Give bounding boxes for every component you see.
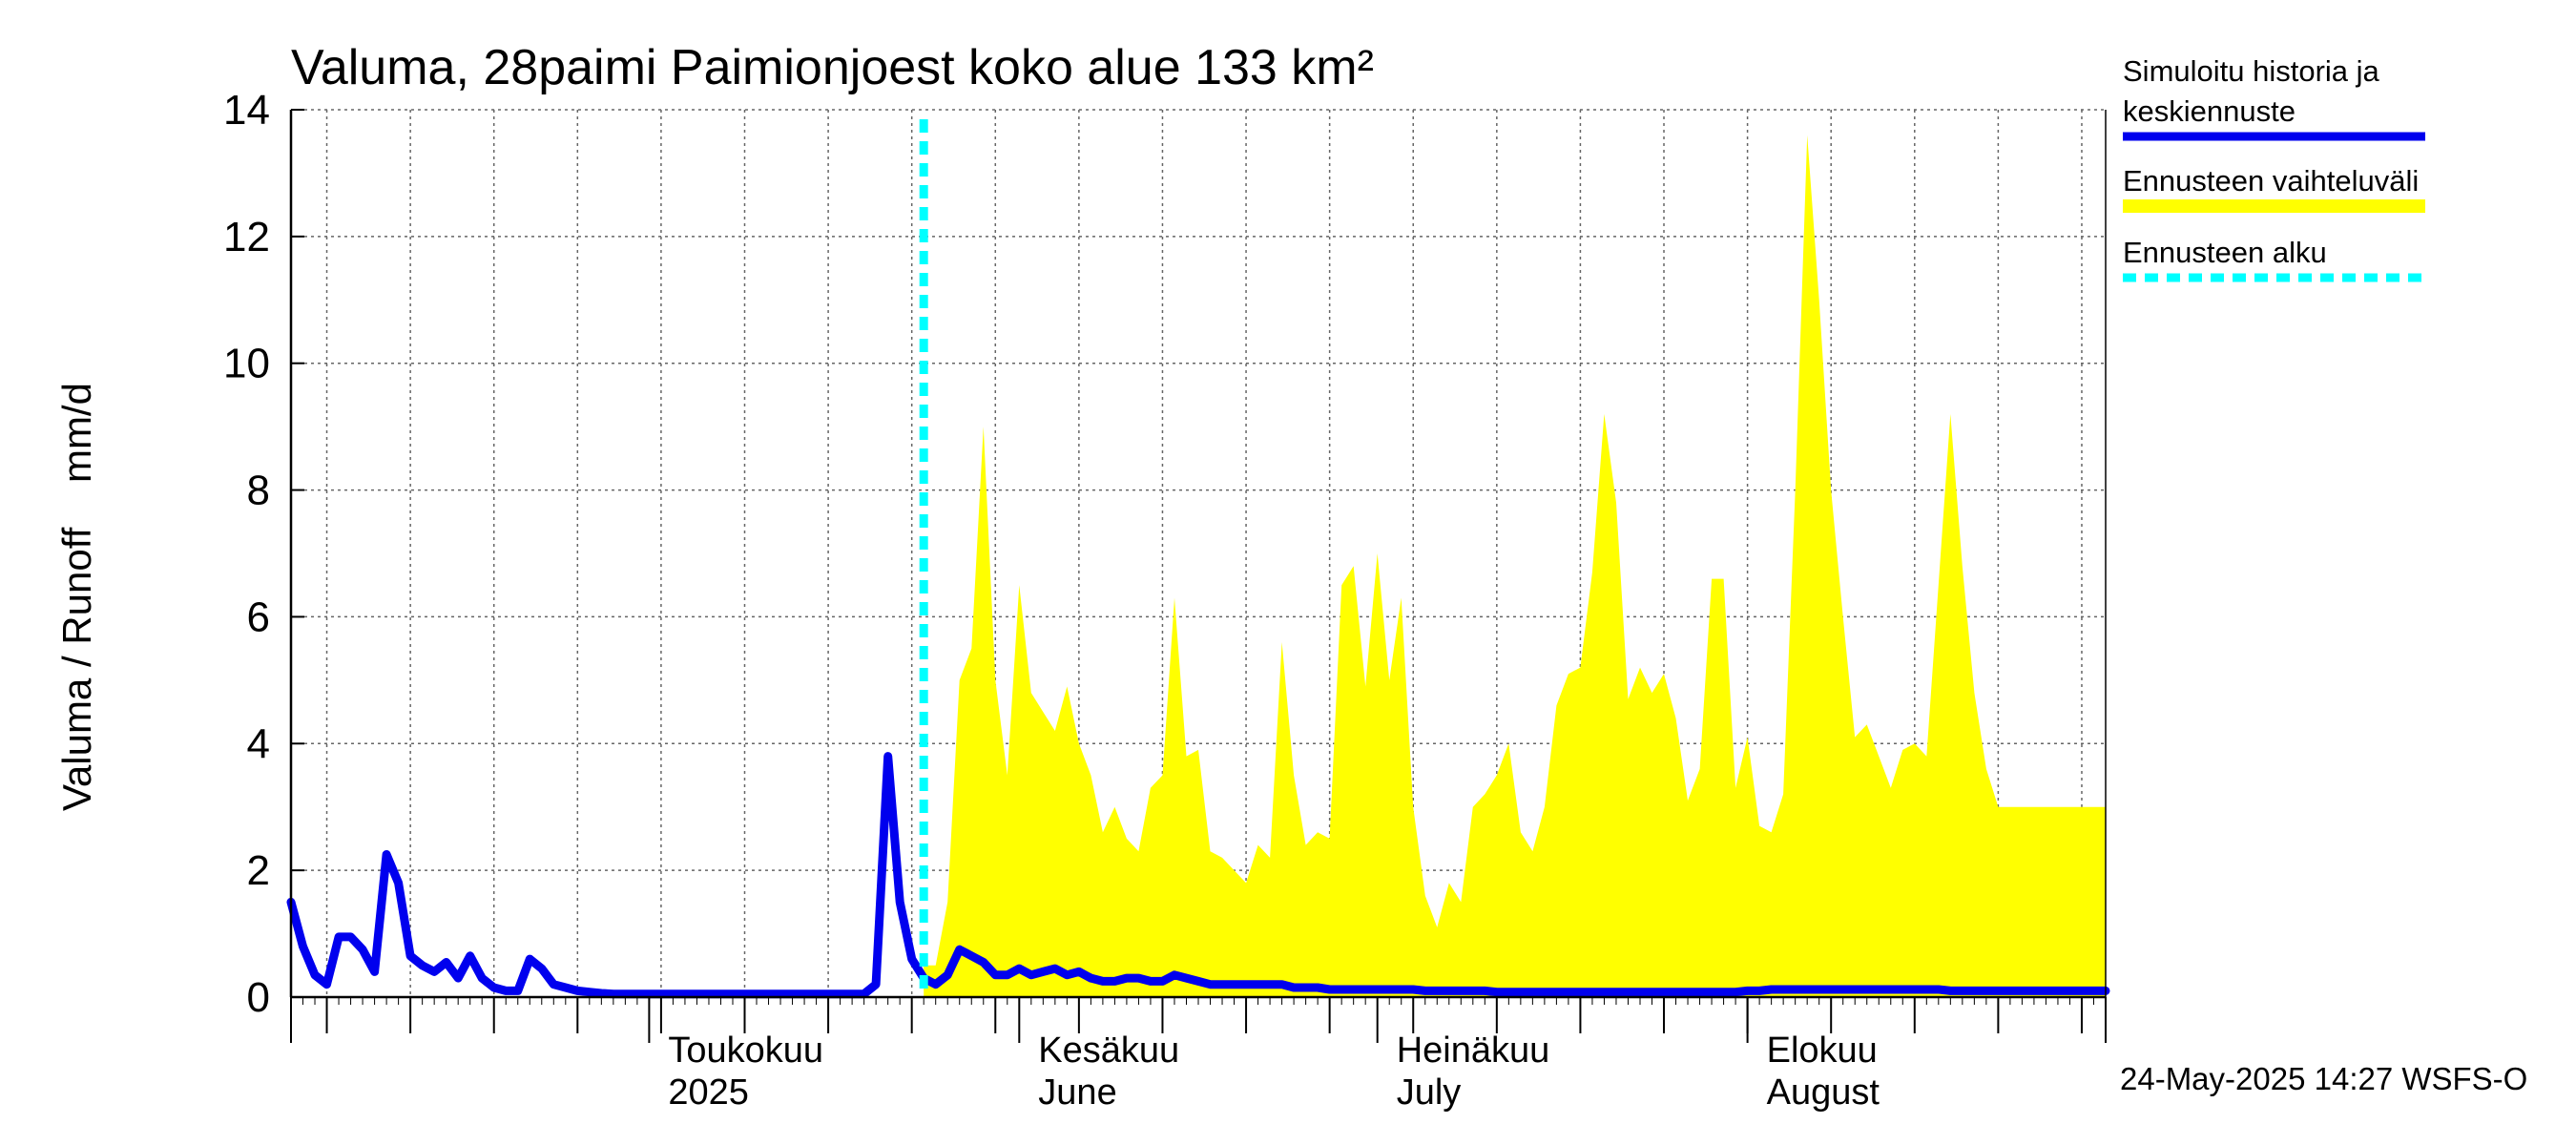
x-month-label: Kesäkuu [1038, 1030, 1179, 1071]
x-month-sublabel: June [1038, 1072, 1116, 1113]
x-month-sublabel: 2025 [668, 1072, 749, 1113]
forecast-range-area [924, 135, 2107, 998]
x-month-label: Toukokuu [668, 1030, 823, 1071]
legend-label-simulated-1: Simuloitu historia ja [2123, 54, 2380, 88]
legend-label-simulated-2: keskiennuste [2123, 94, 2296, 128]
legend-label-range: Ennusteen vaihteluväli [2123, 164, 2419, 198]
footer-timestamp: 24-May-2025 14:27 WSFS-O [2120, 1061, 2527, 1096]
simulated-runoff-line [286, 752, 2110, 999]
y-tick-label: 0 [247, 974, 270, 1021]
y-axis-label: Valuma / Runoff mm/d [54, 383, 99, 811]
y-tick-label: 8 [247, 468, 270, 514]
y-tick-label: 4 [247, 720, 270, 767]
y-tick-label: 14 [223, 87, 270, 134]
x-month-label: Elokuu [1767, 1030, 1878, 1071]
legend-label-forecast-start: Ennusteen alku [2123, 236, 2327, 269]
y-tick-label: 2 [247, 847, 270, 894]
y-tick-label: 6 [247, 593, 270, 640]
legend: Simuloitu historia ja keskiennuste Ennus… [2123, 54, 2425, 282]
y-tick-label: 12 [223, 214, 270, 260]
y-tick-labels: 0 2 4 6 8 10 12 14 [223, 87, 270, 1021]
x-month-sublabel: August [1767, 1072, 1880, 1113]
x-month-label: Heinäkuu [1397, 1030, 1550, 1071]
simulated-runoff-series [286, 752, 2110, 999]
plot-axes [289, 109, 2107, 1043]
chart-title: Valuma, 28paimi Paimionjoest koko alue 1… [291, 40, 1374, 95]
x-month-sublabel: July [1397, 1072, 1462, 1113]
forecast-range-band [924, 135, 2107, 998]
y-tick-label: 10 [223, 341, 270, 387]
grid-lines [291, 109, 2106, 997]
